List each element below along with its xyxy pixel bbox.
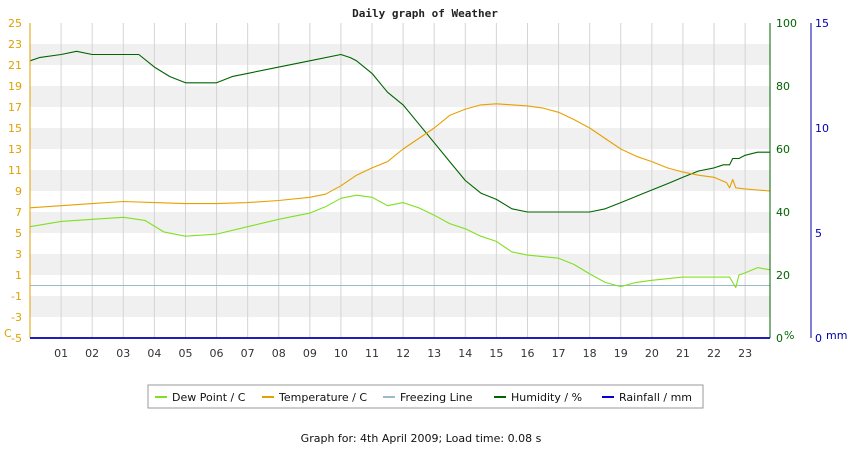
axes [29,23,812,339]
left-axis-unit: C [4,327,12,340]
x-tick-label: 14 [458,347,472,360]
plot-band [30,233,770,254]
x-tick-label: 15 [489,347,503,360]
legend-label: Rainfall / mm [619,391,692,404]
x-tick-label: 10 [334,347,348,360]
series-line-temperature [29,103,771,209]
left-tick-label: -5 [11,332,22,345]
plot-band [30,107,770,128]
legend-label: Dew Point / C [172,391,246,404]
rainfall-tick-label: 15 [815,17,829,30]
rainfall-axis-ticks: 15 10 5 0 [815,17,829,345]
left-tick-label: -1 [11,290,22,303]
plot-band [30,317,770,338]
rainfall-tick-label: 10 [815,122,829,135]
humidity-tick-label: 60 [776,143,790,156]
plot-band [30,149,770,170]
plot-band [30,86,770,107]
left-tick-label: 3 [15,248,22,261]
plot-band [30,191,770,212]
x-tick-label: 03 [116,347,130,360]
x-tick-label: 21 [676,347,690,360]
left-tick-label: 25 [8,17,22,30]
x-tick-label: 07 [241,347,255,360]
legend: Dew Point / C Temperature / C Freezing Lin… [147,384,704,409]
humidity-tick-label: 0 [776,332,783,345]
legend-label: Humidity / % [511,391,582,404]
x-tick-label: 19 [614,347,628,360]
series-line-dew [29,194,771,289]
left-tick-label: 9 [15,185,22,198]
x-tick-label: 04 [147,347,161,360]
plot-band [30,23,770,44]
left-tick-label: 23 [8,38,22,51]
plot-band [30,128,770,149]
left-tick-label: 19 [8,80,22,93]
legend-box [147,384,704,409]
x-tick-label: 06 [210,347,224,360]
rainfall-axis-unit: mm [826,329,847,342]
left-axis-ticks: 25 23 21 19 17 15 13 11 9 7 5 3 1 -1 -3 -5 [8,17,22,345]
left-tick-label: 1 [15,269,22,282]
left-tick-label: 21 [8,59,22,72]
x-tick-label: 02 [85,347,99,360]
x-tick-label: 13 [427,347,441,360]
x-tick-label: 05 [178,347,192,360]
left-tick-label: 15 [8,122,22,135]
chart-title: Daily graph of Weather [352,7,498,20]
graph-footer: Graph for: 4th April 2009; Load time: 0.… [301,432,542,445]
humidity-axis-unit: % [784,329,794,342]
x-tick-label: 01 [54,347,68,360]
x-tick-label: 22 [707,347,721,360]
humidity-tick-label: 40 [776,206,790,219]
x-tick-label: 09 [303,347,317,360]
rainfall-tick-label: 0 [815,332,822,345]
x-tick-label: 16 [520,347,534,360]
humidity-tick-label: 100 [776,17,797,30]
humidity-axis-ticks: 100 80 60 40 20 0 [776,17,797,345]
rainfall-tick-label: 5 [815,227,822,240]
left-tick-label: -3 [11,311,22,324]
legend-items: Dew Point / C Temperature / C Freezing Lin… [155,391,692,404]
x-tick-label: 12 [396,347,410,360]
x-tick-label: 23 [738,347,752,360]
plot-band [30,296,770,317]
plot-band [30,44,770,65]
plot-band [30,254,770,275]
left-tick-label: 17 [8,101,22,114]
humidity-tick-label: 80 [776,80,790,93]
plot-band [30,170,770,191]
legend-label: Temperature / C [278,391,367,404]
legend-label: Freezing Line [400,391,473,404]
x-tick-label: 17 [552,347,566,360]
x-tick-label: 08 [272,347,286,360]
left-tick-label: 7 [15,206,22,219]
left-tick-label: 5 [15,227,22,240]
x-tick-label: 11 [365,347,379,360]
left-tick-label: 13 [8,143,22,156]
humidity-tick-label: 20 [776,269,790,282]
x-tick-label: 20 [645,347,659,360]
left-tick-label: 11 [8,164,22,177]
x-tick-label: 18 [583,347,597,360]
plot-background [30,23,770,338]
plot-band [30,212,770,233]
x-axis-ticks: 01 02 03 04 05 06 07 08 09 10 11 12 13 14 15 16 17 18 19 20… [54,347,752,360]
series-line-humidity [29,50,770,213]
plot-band [30,65,770,86]
